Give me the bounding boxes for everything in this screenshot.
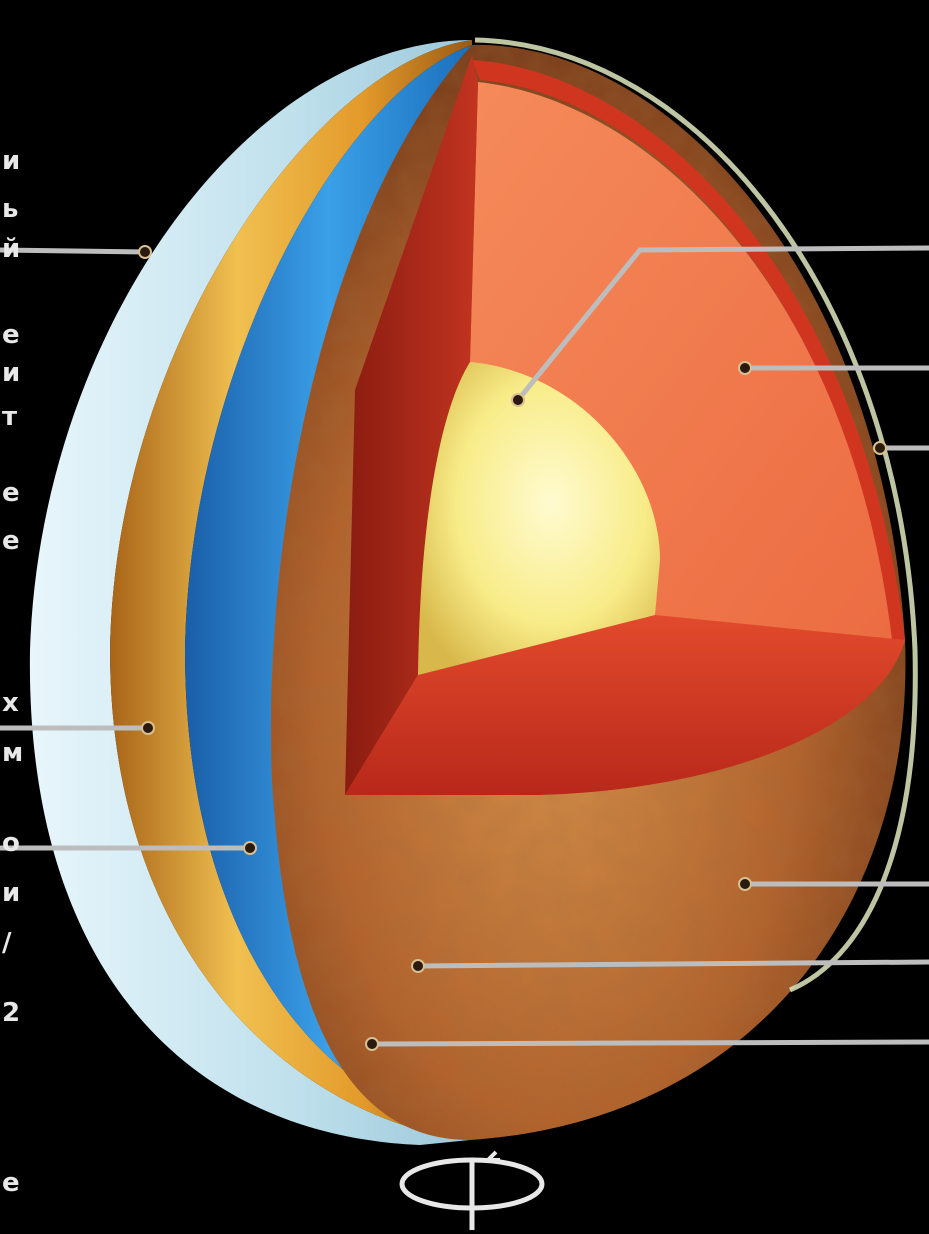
core (418, 362, 660, 675)
rotation-axis-icon (399, 1150, 545, 1230)
leader-line (369, 1039, 929, 1047)
leader-dot (873, 441, 887, 455)
leader-dot (141, 721, 155, 735)
leader-dot (511, 393, 525, 407)
leader-dot (738, 877, 752, 891)
leader-dot (243, 841, 257, 855)
edge-label-fragment: е (2, 526, 20, 556)
cut-wall (345, 55, 478, 795)
edge-label-fragment: и (2, 358, 21, 388)
edge-label-fragment: е (2, 1168, 20, 1198)
edge-label-fragment: и (2, 878, 21, 908)
edge-label-fragment: 2 (2, 998, 21, 1028)
leader-dot (138, 245, 152, 259)
leader-dots (138, 245, 887, 1051)
cut-floor (345, 615, 905, 795)
edge-label-fragment: и (2, 146, 21, 176)
inner-crust (472, 60, 905, 645)
edge-label-fragment: ь (2, 194, 19, 224)
leader-dot (411, 959, 425, 973)
edge-label-fragment: т (2, 402, 18, 432)
edge-label-fragment: х (2, 688, 19, 718)
edge-label-fragment: й (2, 234, 21, 264)
edge-label-fragment: о (2, 828, 20, 858)
amber-layer (110, 40, 472, 1140)
mantle (470, 82, 892, 640)
ice-layer (29, 40, 472, 1145)
outer-rim (474, 37, 918, 993)
leader-dot (365, 1037, 379, 1051)
edge-label-fragment: е (2, 320, 20, 350)
edge-label-fragment: м (2, 738, 24, 768)
leader-line (515, 245, 929, 403)
edge-label-fragment: / (2, 928, 12, 958)
leader-lines (0, 245, 929, 1047)
leader-line (415, 959, 929, 969)
leader-line (0, 247, 148, 255)
blue-layer (185, 45, 472, 1120)
leader-dot (738, 361, 752, 375)
edge-label-fragment: е (2, 478, 20, 508)
